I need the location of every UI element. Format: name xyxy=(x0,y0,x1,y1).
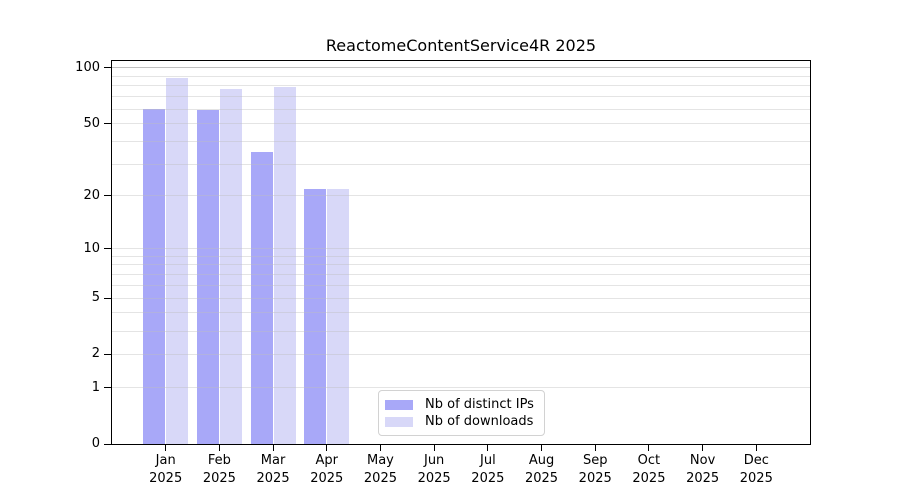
y-tick-label-10: 10 xyxy=(83,240,100,256)
y-tick-label-100: 100 xyxy=(75,59,100,75)
x-tick-aug xyxy=(541,445,543,451)
x-tick-year: 2025 xyxy=(471,471,505,486)
x-tick-nov xyxy=(702,445,704,451)
y-tick-2 xyxy=(104,353,111,355)
x-tick-year: 2025 xyxy=(524,471,559,486)
gridline-100 xyxy=(112,67,810,69)
y-tick-20 xyxy=(104,195,111,197)
x-tick-label-nov: Nov 2025 xyxy=(672,452,734,488)
bar-distinct-ips-feb xyxy=(196,110,219,444)
plot-area xyxy=(112,61,810,444)
bar-distinct-ips-jan xyxy=(143,109,166,444)
x-tick-year: 2025 xyxy=(739,471,773,486)
legend-swatch-downloads xyxy=(385,416,413,427)
x-tick-year: 2025 xyxy=(686,471,720,486)
x-tick-label-may: May 2025 xyxy=(349,452,411,488)
y-tick-label-2: 2 xyxy=(91,346,100,362)
gridline-40 xyxy=(112,140,810,142)
legend: Nb of distinct IPs Nb of downloads xyxy=(378,390,545,436)
chart-title: ReactomeContentService4R 2025 xyxy=(325,36,597,55)
x-tick-apr xyxy=(326,445,328,451)
x-tick-label-jan: Jan 2025 xyxy=(135,452,197,488)
gridline-70 xyxy=(112,96,810,98)
x-tick-label-sep: Sep 2025 xyxy=(564,452,626,488)
x-tick-label-jul: Jul 2025 xyxy=(457,452,519,488)
y-tick-label-50: 50 xyxy=(83,115,100,131)
bar-distinct-ips-mar xyxy=(250,152,273,444)
x-tick-mar xyxy=(272,445,274,451)
y-tick-label-5: 5 xyxy=(91,290,100,305)
gridline-50 xyxy=(112,123,810,125)
gridline-3 xyxy=(112,330,810,332)
y-tick-label-20: 20 xyxy=(83,187,100,203)
y-tick-10 xyxy=(104,248,111,250)
gridline-8 xyxy=(112,264,810,266)
x-tick-label-jun: Jun 2025 xyxy=(403,452,465,488)
x-tick-year: 2025 xyxy=(202,471,236,486)
y-tick-1 xyxy=(104,387,111,389)
legend-swatch-distinct-ips xyxy=(385,399,413,410)
gridline-60 xyxy=(112,108,810,110)
gridline-80 xyxy=(112,85,810,87)
gridline-2 xyxy=(112,353,810,355)
bar-distinct-ips-apr xyxy=(304,188,327,444)
legend-label-distinct-ips: Nb of distinct IPs xyxy=(425,397,534,412)
gridline-6 xyxy=(112,284,810,286)
x-tick-year: 2025 xyxy=(256,471,290,486)
x-tick-sep xyxy=(594,445,596,451)
gridline-4 xyxy=(112,312,810,314)
legend-label-downloads: Nb of downloads xyxy=(425,414,534,429)
x-tick-dec xyxy=(755,445,757,451)
gridline-10 xyxy=(112,248,810,250)
x-tick-label-aug: Aug 2025 xyxy=(511,452,573,488)
x-tick-year: 2025 xyxy=(417,471,451,486)
x-tick-label-oct: Oct 2025 xyxy=(618,452,680,488)
gridline-7 xyxy=(112,274,810,276)
legend-item-downloads: Nb of downloads xyxy=(385,414,536,429)
x-tick-jul xyxy=(487,445,489,451)
gridline-9 xyxy=(112,255,810,257)
bar-downloads-jan xyxy=(166,78,189,444)
x-tick-label-dec: Dec 2025 xyxy=(725,452,787,488)
gridline-90 xyxy=(112,75,810,77)
bar-downloads-feb xyxy=(219,89,242,444)
x-tick-label-mar: Mar 2025 xyxy=(242,452,304,488)
y-tick-5 xyxy=(104,297,111,299)
gridline-5 xyxy=(112,297,810,299)
x-tick-may xyxy=(379,445,381,451)
x-tick-label-apr: Apr 2025 xyxy=(296,452,358,488)
y-tick-0 xyxy=(104,443,111,445)
x-tick-label-feb: Feb 2025 xyxy=(188,452,250,488)
y-tick-label-0: 0 xyxy=(91,436,100,451)
gridline-30 xyxy=(112,163,810,165)
x-tick-oct xyxy=(648,445,650,451)
x-tick-feb xyxy=(218,445,220,451)
y-tick-100 xyxy=(104,67,111,69)
x-tick-year: 2025 xyxy=(363,471,397,486)
y-tick-50 xyxy=(104,123,111,125)
bar-downloads-apr xyxy=(327,188,350,444)
x-tick-year: 2025 xyxy=(578,471,612,486)
x-tick-year: 2025 xyxy=(310,471,344,486)
x-tick-jun xyxy=(433,445,435,451)
gridline-1 xyxy=(112,387,810,389)
gridline-20 xyxy=(112,195,810,197)
x-tick-year: 2025 xyxy=(149,471,183,486)
x-tick-jan xyxy=(165,445,167,451)
y-tick-label-1: 1 xyxy=(91,379,100,395)
legend-item-distinct-ips: Nb of distinct IPs xyxy=(385,397,536,412)
x-tick-year: 2025 xyxy=(632,471,666,486)
bar-downloads-mar xyxy=(273,86,296,444)
